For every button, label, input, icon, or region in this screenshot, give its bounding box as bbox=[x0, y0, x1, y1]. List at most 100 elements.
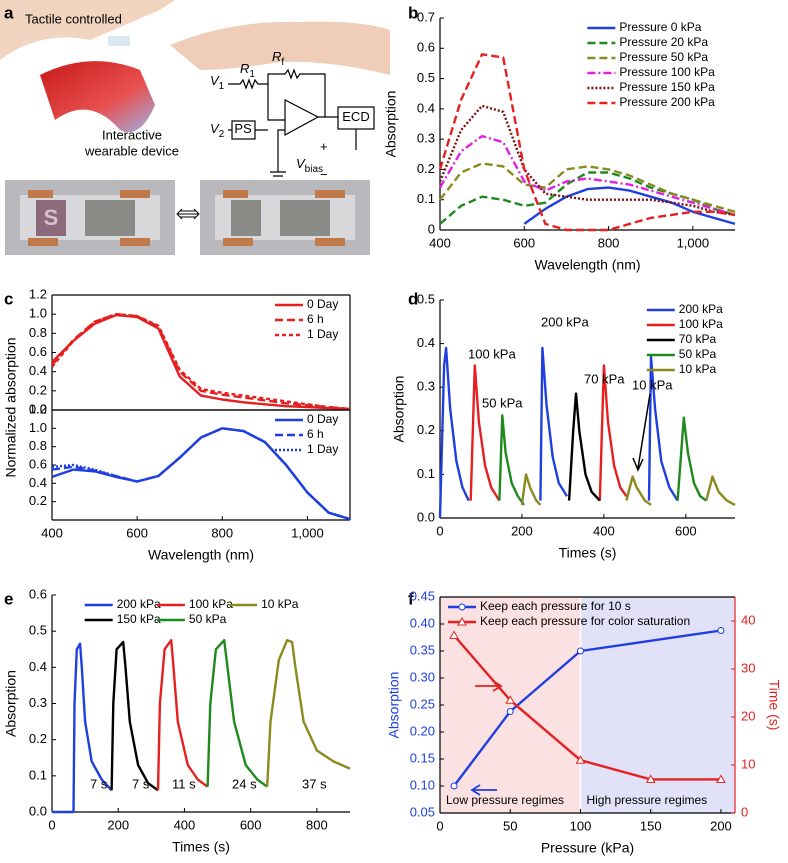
legend-label: Pressure 50 kPa bbox=[619, 50, 708, 64]
legend-label: Pressure 150 kPa bbox=[619, 80, 715, 94]
y-tick-label: 0.3 bbox=[417, 379, 435, 394]
y-tick-label: 0.0 bbox=[417, 509, 435, 524]
y-tick-label: 1.0 bbox=[29, 420, 47, 435]
y-axis-label: Absorption bbox=[3, 670, 19, 737]
annotation: 200 kPa bbox=[541, 314, 589, 329]
y-tick-label: 0.45 bbox=[410, 588, 435, 603]
legend-label: Pressure 20 kPa bbox=[619, 35, 708, 49]
marker bbox=[449, 630, 459, 639]
y-tick-label: 0.3 bbox=[417, 131, 435, 146]
legend-label: 100 kPa bbox=[189, 597, 233, 611]
legend-label: 50 kPa bbox=[189, 612, 227, 626]
y-tick-label: 0.15 bbox=[410, 750, 435, 765]
series-line bbox=[206, 639, 268, 788]
legend-label: 1 Day bbox=[307, 442, 338, 456]
series-line bbox=[520, 473, 736, 506]
y-tick-label: 0.7 bbox=[417, 9, 435, 24]
y2-tick-label: 20 bbox=[741, 708, 755, 723]
y-tick-label: 0.25 bbox=[410, 696, 435, 711]
x-tick-label: 100 bbox=[570, 818, 592, 833]
annotation: 100 kPa bbox=[468, 346, 516, 361]
y-tick-label: 0.1 bbox=[29, 767, 47, 782]
legend-label: 70 kPa bbox=[679, 332, 717, 346]
circuit-label-main: R bbox=[240, 61, 249, 76]
y-tick-label: 0.5 bbox=[417, 70, 435, 85]
panel-label: a bbox=[4, 3, 14, 22]
legend-marker bbox=[458, 603, 466, 611]
series-line bbox=[51, 427, 351, 521]
y-tick-label: 0.2 bbox=[417, 161, 435, 176]
legend-label: 150 kPa bbox=[117, 612, 161, 626]
y-tick-label: 0.35 bbox=[410, 642, 435, 657]
x-tick-label: 200 bbox=[107, 817, 129, 832]
y-tick-label: 0.2 bbox=[29, 382, 47, 397]
x-tick-label: 200 bbox=[710, 818, 732, 833]
y-tick-label: 0.05 bbox=[410, 804, 435, 819]
y-tick-label: 0.8 bbox=[29, 438, 47, 453]
series-line bbox=[51, 313, 351, 411]
y-tick-label: 0.4 bbox=[29, 363, 47, 378]
circuit-label: R1 bbox=[240, 61, 255, 79]
marker bbox=[716, 774, 726, 783]
y2-tick-label: 30 bbox=[741, 660, 755, 675]
legend-label: 50 kPa bbox=[679, 347, 717, 361]
x-tick-label: 800 bbox=[598, 235, 620, 250]
circuit-label: V2 bbox=[210, 121, 225, 139]
y-tick-label: 1.2 bbox=[29, 286, 47, 301]
panel-label: c bbox=[4, 289, 13, 308]
legend-label: 6 h bbox=[307, 427, 324, 441]
x-axis-label: Times (s) bbox=[559, 545, 617, 561]
chart: 0 0.1 0.2 0.3 0.4 0.5 0.6 0.7 400 600 800 1,000 Wave… bbox=[383, 9, 736, 273]
axis-arrow bbox=[475, 680, 503, 692]
y-axis-label: Absorption bbox=[383, 91, 399, 158]
marker bbox=[506, 707, 514, 715]
marker bbox=[717, 626, 725, 634]
annotation: 11 s bbox=[172, 776, 196, 791]
x-axis-label: Pressure (kPa) bbox=[541, 840, 634, 856]
legend-label: 0 Day bbox=[307, 412, 338, 426]
panel-label: d bbox=[408, 289, 418, 308]
x-axis-label: Times (s) bbox=[172, 839, 230, 855]
y-tick-label: 0.5 bbox=[417, 291, 435, 306]
device-label: wearable device bbox=[84, 143, 179, 158]
legend-label: 0 Day bbox=[307, 297, 338, 311]
circuit-label: Rf bbox=[272, 49, 284, 67]
x-tick-label: 600 bbox=[240, 817, 262, 832]
y-tick-label: 0.6 bbox=[29, 344, 47, 359]
legend-marker bbox=[457, 616, 467, 626]
x-tick-label: 1,000 bbox=[677, 235, 710, 250]
y-tick-label: 0.2 bbox=[417, 422, 435, 437]
circuit-label-sub: 1 bbox=[219, 81, 225, 92]
y2-tick-label: 40 bbox=[741, 612, 755, 627]
marker bbox=[450, 782, 458, 790]
y-tick-label: 1.2 bbox=[29, 401, 47, 416]
panel-label: e bbox=[4, 589, 13, 608]
chart: 0.0 0.1 0.2 0.3 0.4 0.5 0.6 0 200 400 600 800 Times … bbox=[3, 586, 351, 855]
circuit-label-main: + bbox=[320, 139, 328, 154]
circuit-label-main: − bbox=[320, 167, 328, 182]
y-axis-label: Absorption bbox=[386, 672, 402, 739]
legend-label: 10 kPa bbox=[679, 362, 717, 376]
x-tick-label: 0 bbox=[436, 523, 443, 538]
y-tick-label: 0.10 bbox=[410, 777, 435, 792]
y-tick-label: 0.6 bbox=[417, 40, 435, 55]
legend-label: Pressure 0 kPa bbox=[619, 20, 701, 34]
y-tick-label: 0.4 bbox=[29, 659, 47, 674]
chart: 0.0 0.2 0.4 0.6 0.8 1.0 1.2 Normalized absorpti… bbox=[3, 286, 351, 478]
legend-label: 200 kPa bbox=[117, 597, 161, 611]
annotation: 7 s bbox=[90, 776, 108, 791]
y-axis-label: Absorption bbox=[391, 376, 407, 443]
series-line bbox=[438, 53, 736, 232]
y-tick-label: 0.4 bbox=[417, 100, 435, 115]
x-tick-label: 800 bbox=[211, 525, 233, 540]
y-tick-label: 0.0 bbox=[29, 401, 47, 416]
panel-label: b bbox=[408, 3, 418, 22]
circuit-label-main: V bbox=[210, 121, 220, 136]
series-line bbox=[51, 427, 351, 521]
circuit-label: − bbox=[320, 167, 328, 182]
marker bbox=[505, 695, 516, 704]
annotation: 24 s bbox=[232, 776, 257, 791]
series-line bbox=[438, 346, 679, 519]
legend-label: Keep each pressure for color saturation bbox=[480, 614, 690, 628]
